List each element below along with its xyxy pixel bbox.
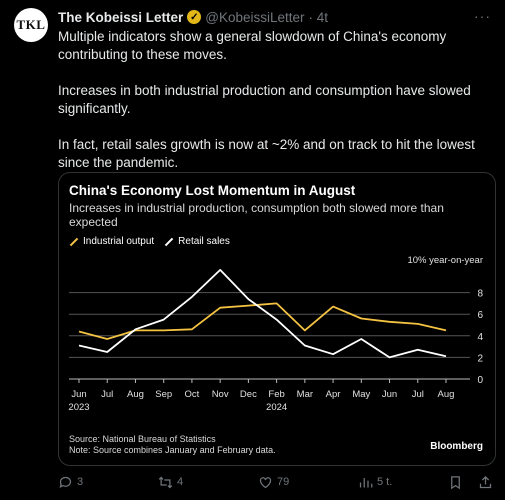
avatar-logo-text: TKL <box>16 17 46 32</box>
chart-title: China's Economy Lost Momentum in August <box>69 183 356 198</box>
tweet-text: Multiple indicators show a general slowd… <box>58 28 488 172</box>
y-tick-label: 2 <box>477 353 483 364</box>
more-options-icon[interactable]: ··· <box>474 8 491 24</box>
legend-retail-sales: Retail sales <box>164 236 230 247</box>
x-tick-label: Dec <box>240 389 257 400</box>
chart-source: Source: National Bureau of Statistics No… <box>69 434 276 456</box>
x-tick-label: Aug <box>438 389 455 400</box>
reply-button[interactable]: 3 <box>58 475 83 490</box>
x-year-label: 2024 <box>266 402 287 413</box>
x-tick-label: Mar <box>297 389 313 400</box>
reply-count: 3 <box>77 476 84 488</box>
x-tick-label: Sep <box>155 389 172 400</box>
x-tick-label: Jun <box>71 389 86 400</box>
author-name[interactable]: The Kobeissi Letter <box>58 9 184 25</box>
y-tick-label: 8 <box>477 289 483 300</box>
repost-icon <box>158 476 173 488</box>
line-chart: 0 2 4 6 8 10% year-on-year Jun Jul Aug Sep Oct Nov D… <box>68 255 483 413</box>
x-tick-label: May <box>352 389 370 400</box>
author-handle[interactable]: @KobeissiLetter <box>205 9 305 25</box>
legend-industrial-output: Industrial output <box>69 236 154 247</box>
tweet-paragraph: Multiple indicators show a general slowd… <box>58 29 447 62</box>
views-button[interactable]: 5 t. <box>358 475 392 490</box>
tweet-paragraph: Increases in both industrial production … <box>58 83 471 116</box>
source-note: Note: Source combines January and Februa… <box>69 445 276 455</box>
reply-icon <box>59 476 72 488</box>
avatar[interactable]: TKL <box>14 8 48 42</box>
chart-legend: Industrial output Retail sales <box>69 236 240 247</box>
y-tick-label: 0 <box>477 375 483 386</box>
legend-label: Industrial output <box>83 236 155 247</box>
source-line: Source: National Bureau of Statistics <box>69 434 216 444</box>
x-tick-label: Aug <box>127 389 144 400</box>
x-tick-label: Apr <box>326 389 341 400</box>
like-button[interactable]: 79 <box>258 475 289 490</box>
repost-count: 4 <box>177 476 184 488</box>
x-tick-label: Jul <box>101 389 113 400</box>
y-unit-label: 10% year-on-year <box>407 255 483 266</box>
share-icon <box>479 475 492 488</box>
tweet-header: The Kobeissi Letter ✓ @KobeissiLetter · … <box>58 8 491 26</box>
chart-subtitle: Increases in industrial production, cons… <box>69 201 444 229</box>
bookmark-button[interactable] <box>448 475 467 490</box>
x-year-label: 2023 <box>68 402 89 413</box>
heart-icon <box>259 476 272 488</box>
view-count: 5 t. <box>377 476 393 488</box>
x-tick-label: Oct <box>185 389 200 400</box>
x-tick-label: Feb <box>268 389 284 400</box>
tweet-actions: 3 4 79 5 t. <box>58 474 498 490</box>
chart-image-card[interactable]: China's Economy Lost Momentum in August … <box>58 172 496 466</box>
y-tick-label: 6 <box>477 310 483 321</box>
tweet-time[interactable]: · 4t <box>308 9 329 25</box>
share-button[interactable] <box>478 475 497 490</box>
series-line-retail-sales <box>78 268 447 359</box>
legend-label: Retail sales <box>178 236 230 247</box>
bookmark-icon <box>451 475 460 489</box>
verified-badge-icon: ✓ <box>187 10 202 24</box>
like-count: 79 <box>277 476 290 488</box>
repost-button[interactable]: 4 <box>158 475 183 490</box>
views-chart-icon <box>359 477 373 487</box>
x-tick-label: Jun <box>382 389 397 400</box>
tweet-paragraph: In fact, retail sales growth is now at ~… <box>58 137 475 170</box>
series-line-industrial-output <box>78 302 447 340</box>
bloomberg-logo: Bloomberg <box>430 441 483 452</box>
y-tick-label: 4 <box>477 332 483 343</box>
x-tick-label: Jul <box>412 389 424 400</box>
x-tick-label: Nov <box>212 389 229 400</box>
